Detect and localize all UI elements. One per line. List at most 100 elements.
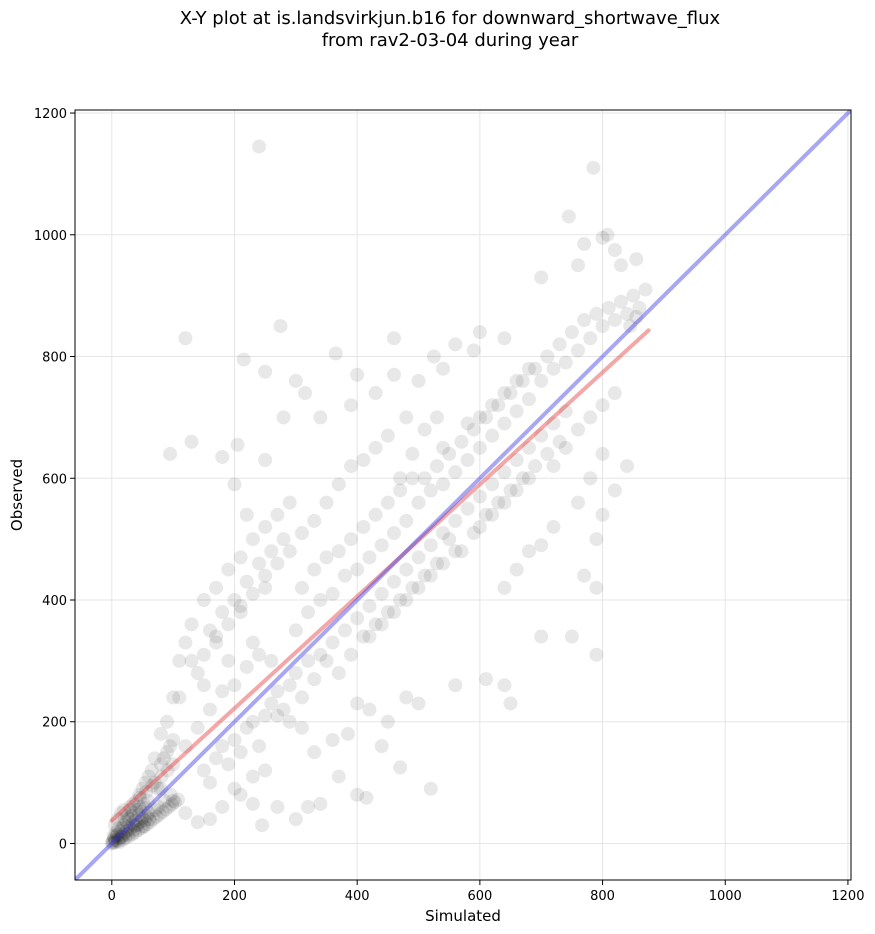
data-point: [564, 629, 579, 644]
data-point: [362, 629, 377, 644]
data-point: [393, 593, 408, 607]
data-point: [595, 230, 610, 245]
data-point: [106, 832, 121, 847]
data-point: [380, 714, 395, 729]
data-point: [239, 720, 254, 735]
x-tick-label: 200: [222, 889, 247, 904]
data-point: [534, 373, 549, 388]
data-point: [184, 617, 199, 632]
data-point: [632, 300, 647, 315]
data-point: [307, 745, 322, 760]
data-point: [147, 775, 162, 790]
plot-frame: [74, 109, 852, 881]
data-point: [166, 690, 181, 705]
data-point: [178, 806, 193, 821]
data-point: [368, 617, 383, 632]
data-point: [270, 684, 285, 699]
data-point: [202, 623, 217, 638]
data-point: [202, 775, 217, 790]
data-point: [111, 821, 126, 836]
data-point: [577, 568, 592, 583]
data-point: [258, 763, 273, 778]
y-tick-label: 1000: [34, 229, 67, 244]
data-point: [128, 813, 143, 828]
data-point: [552, 434, 567, 449]
data-point: [629, 252, 644, 267]
data-point: [118, 831, 133, 845]
data-point: [282, 678, 297, 693]
data-point: [121, 819, 136, 834]
data-point: [202, 702, 217, 717]
data-point: [583, 410, 598, 425]
data-point: [129, 818, 144, 833]
data-point: [147, 751, 162, 766]
data-point: [571, 343, 586, 358]
data-point: [405, 580, 420, 595]
data-point: [136, 819, 151, 834]
data-point: [301, 653, 316, 668]
data-point: [386, 526, 401, 541]
data-point: [148, 803, 163, 817]
data-point: [301, 605, 316, 620]
data-point: [233, 745, 248, 760]
data-point: [429, 556, 444, 571]
data-point: [620, 459, 635, 474]
data-point: [288, 623, 303, 638]
data-point: [132, 787, 147, 802]
data-point: [112, 835, 127, 850]
data-point: [118, 825, 133, 840]
data-point: [350, 562, 365, 577]
data-point: [196, 647, 211, 662]
data-point: [380, 605, 395, 620]
data-point: [399, 593, 414, 607]
data-point: [546, 519, 561, 534]
grid: [75, 110, 851, 880]
data-point: [119, 815, 134, 830]
data-point: [497, 386, 512, 401]
data-point: [423, 568, 438, 583]
data-point: [106, 835, 121, 850]
data-point: [583, 471, 598, 486]
data-point: [350, 787, 365, 802]
data-point: [540, 349, 555, 364]
data-point: [472, 440, 487, 455]
data-point: [139, 809, 154, 824]
data-point: [497, 580, 512, 595]
data-point: [252, 139, 267, 154]
reference-lines: [75, 110, 851, 880]
data-point: [109, 829, 124, 844]
data-point: [328, 346, 343, 361]
data-point: [359, 790, 374, 805]
data-point: [149, 809, 164, 824]
chart-title: X-Y plot at is.landsvirkjun.b16 for down…: [179, 8, 721, 29]
data-point: [497, 331, 512, 346]
data-point: [534, 428, 549, 443]
data-point: [540, 446, 555, 461]
data-point: [167, 795, 182, 810]
data-point: [429, 459, 444, 474]
data-point: [252, 647, 267, 662]
data-point: [411, 580, 426, 595]
data-point: [153, 726, 168, 741]
data-point: [288, 373, 303, 388]
axis-ticks: 0 200 400 600 800 1000 1200 0 200 400 600 800 1000 12…: [34, 107, 865, 904]
data-point: [160, 714, 175, 729]
data-point: [426, 349, 441, 364]
data-point: [442, 446, 457, 461]
data-point: [137, 819, 152, 834]
data-point: [270, 507, 285, 522]
data-point: [331, 666, 346, 681]
data-point: [115, 821, 130, 836]
data-point: [571, 422, 586, 437]
data-point: [136, 796, 151, 811]
data-point: [386, 574, 401, 589]
data-point: [485, 398, 500, 413]
data-point: [115, 832, 130, 847]
data-point: [270, 556, 285, 571]
data-point: [133, 814, 148, 829]
data-point: [236, 352, 251, 367]
data-point: [331, 544, 346, 559]
data-point: [307, 513, 322, 528]
data-point: [288, 812, 303, 827]
data-point: [417, 422, 432, 437]
